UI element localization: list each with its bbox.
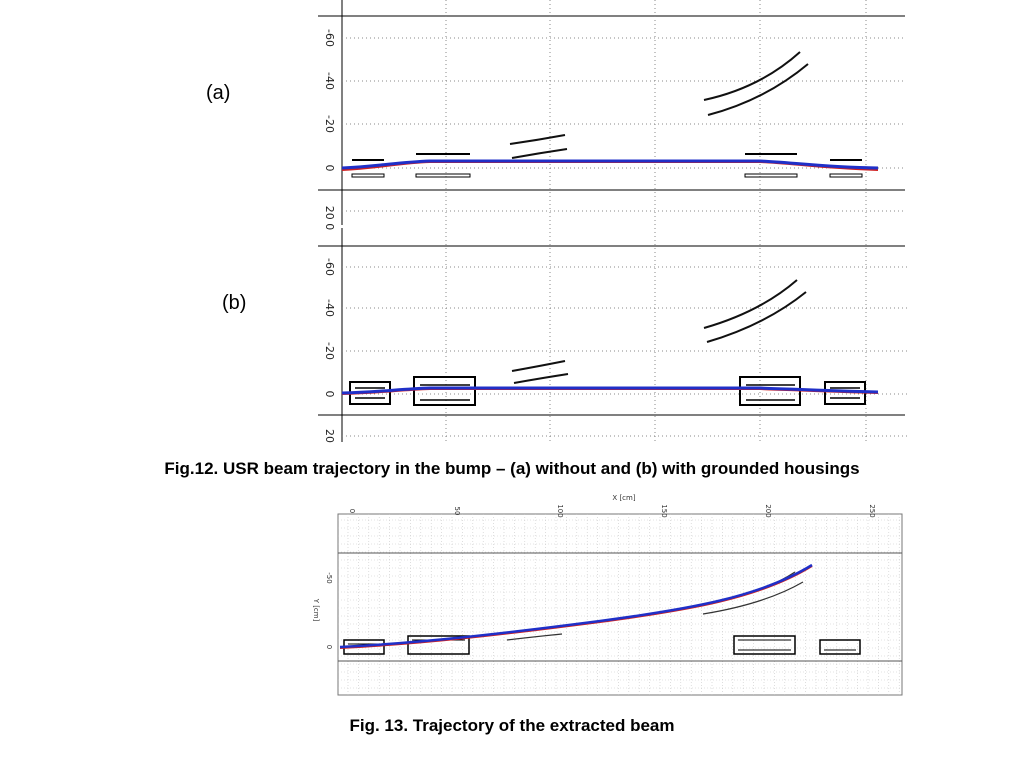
panel-b-ytick: 20	[323, 429, 336, 443]
panel-b-septa	[511, 279, 807, 384]
fig13-ytick: -50	[325, 572, 333, 583]
panel-b-ytick: 0	[323, 391, 336, 398]
panel-a-septa	[509, 51, 809, 159]
panel-a-ytick: -60	[323, 29, 336, 47]
fig13-plot: X [cm] Y [cm] 0 50 100 150 200 250 -50 0	[312, 494, 903, 696]
fig13-beam	[339, 563, 813, 649]
panel-b-plot: -60 -40 -20 0 20	[318, 228, 910, 443]
fig13-grid	[338, 514, 902, 695]
panel-a-plot: -60 -40 -20 0 20 0	[318, 0, 905, 230]
fig13-xtick: 250	[868, 504, 876, 517]
fig13-y-axis-label: Y [cm]	[312, 598, 320, 622]
fig13-caption: Fig. 13. Trajectory of the extracted bea…	[349, 716, 675, 735]
panel-b-ytick: -40	[323, 299, 336, 317]
panel-a-lower-plates	[351, 173, 863, 178]
panel-a-ytick: -20	[323, 115, 336, 133]
panel-a-ytick-bottom: 20 0	[323, 206, 336, 231]
panel-a-label: (a)	[206, 82, 231, 104]
fig13-septa	[504, 571, 804, 641]
fig13-ytick: 0	[325, 645, 333, 649]
panel-b-label: (b)	[222, 292, 247, 314]
fig13-x-axis-label: X [cm]	[612, 494, 635, 502]
panel-a-ytick: 0	[323, 165, 336, 172]
fig13-xtick: 0	[348, 509, 356, 513]
panel-b-ytick: -20	[323, 342, 336, 360]
fig13-xtick: 50	[453, 507, 461, 516]
panel-b-plates	[355, 384, 860, 401]
fig13-xtick: 100	[556, 504, 564, 517]
fig13-xtick: 150	[660, 504, 668, 517]
fig12-caption: Fig.12. USR beam trajectory in the bump …	[164, 459, 860, 478]
panel-b-grid	[342, 228, 910, 442]
fig13-frame	[337, 513, 903, 696]
panel-b-beam	[341, 386, 879, 395]
fig13-housings	[343, 635, 861, 655]
panel-a-ytick: -40	[323, 72, 336, 90]
fig13-xtick: 200	[764, 504, 772, 517]
panel-a-grid	[342, 0, 905, 225]
panel-a-plates	[352, 153, 862, 161]
panel-a-beam	[341, 159, 879, 171]
panel-b-ytick: -60	[323, 258, 336, 276]
